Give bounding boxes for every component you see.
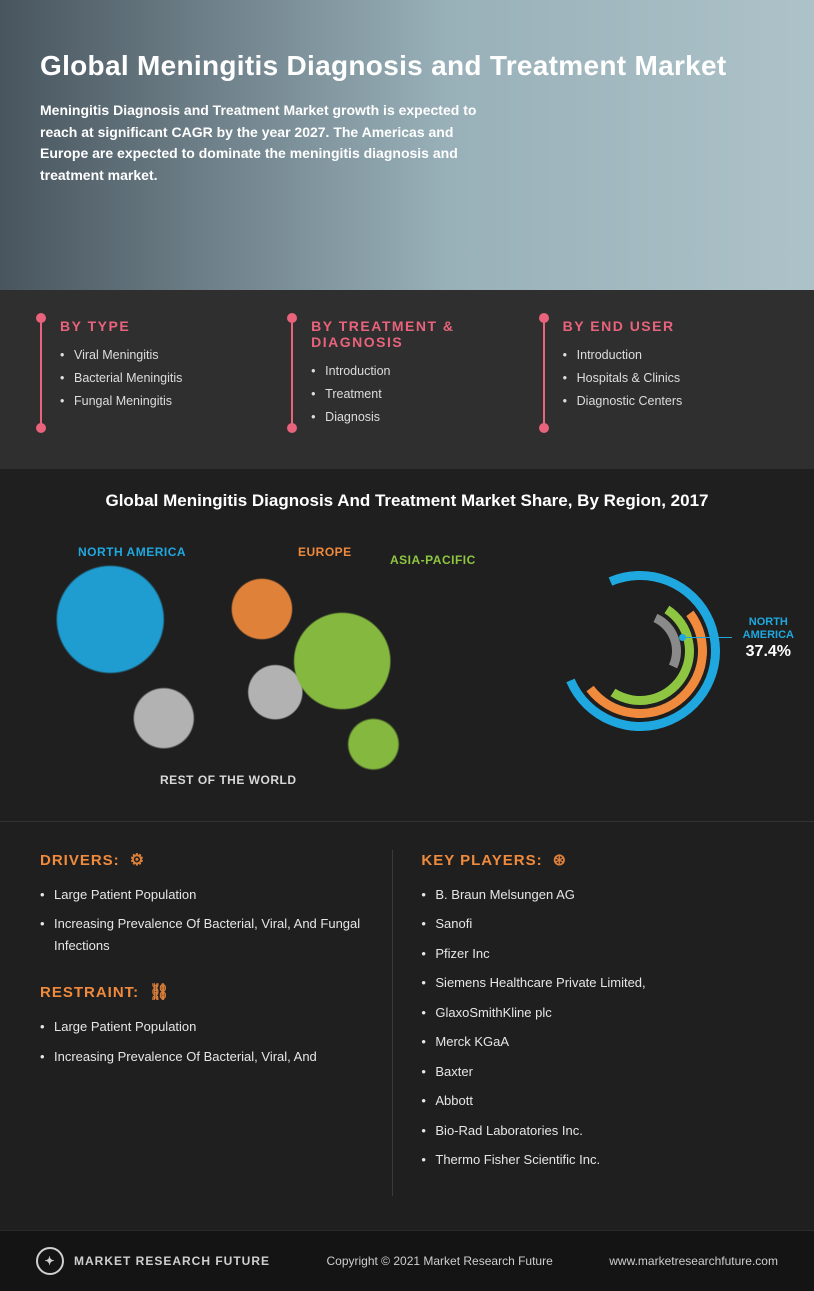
category-list: Viral Meningitis Bacterial Meningitis Fu… [60,348,182,408]
hero-section: Global Meningitis Diagnosis and Treatmen… [0,0,814,290]
donut-callout: NORTHAMERICA 37.4% [743,616,794,661]
players-icon: ⊛ [553,850,567,870]
details-section: DRIVERS: ⚙ Large Patient Population Incr… [0,821,814,1230]
footer-brand: ✦ MARKET RESEARCH FUTURE [36,1247,270,1275]
list-item: Introduction [311,364,532,378]
list-item: Sanofi [421,913,774,934]
list-item: Bacterial Meningitis [60,371,182,385]
drivers-label: DRIVERS: [40,852,120,869]
donut-chart: NORTHAMERICA 37.4% [496,561,784,761]
list-item: Introduction [563,348,683,362]
list-item: Diagnostic Centers [563,394,683,408]
keyplayers-list: B. Braun Melsungen AG Sanofi Pfizer Inc … [421,884,774,1170]
list-item: GlaxoSmithKline plc [421,1002,774,1023]
footer: ✦ MARKET RESEARCH FUTURE Copyright © 202… [0,1230,814,1291]
list-item: Hospitals & Clinics [563,371,683,385]
restraint-heading: RESTRAINT: ⛓ [40,982,364,1002]
donut-region-name: NORTHAMERICA [743,616,794,641]
category-heading: BY TYPE [60,318,182,334]
region-label-ap: ASIA-PACIFIC [390,553,476,567]
categories-section: BY TYPE Viral Meningitis Bacterial Menin… [0,290,814,469]
list-item: Abbott [421,1090,774,1111]
region-label-rw: REST OF THE WORLD [160,773,297,787]
category-column-enduser: BY END USER Introduction Hospitals & Cli… [533,318,784,433]
map-section: Global Meningitis Diagnosis And Treatmen… [0,469,814,821]
world-map-icon [30,531,476,791]
world-map: NORTH AMERICA EUROPE ASIA-PACIFIC REST O… [30,531,476,791]
map-title: Global Meningitis Diagnosis And Treatmen… [30,491,784,511]
category-heading: BY END USER [563,318,683,334]
list-item: Siemens Healthcare Private Limited, [421,972,774,993]
category-list: Introduction Hospitals & Clinics Diagnos… [563,348,683,408]
list-item: B. Braun Melsungen AG [421,884,774,905]
brand-logo-icon: ✦ [36,1247,64,1275]
list-item: Diagnosis [311,410,532,424]
divider-line-icon [291,318,293,428]
callout-line-icon [684,637,732,638]
list-item: Fungal Meningitis [60,394,182,408]
list-item: Increasing Prevalence Of Bacterial, Vira… [40,913,364,956]
list-item: Merck KGaA [421,1031,774,1052]
page-title: Global Meningitis Diagnosis and Treatmen… [40,50,774,82]
drivers-heading: DRIVERS: ⚙ [40,850,364,870]
list-item: Thermo Fisher Scientific Inc. [421,1149,774,1170]
category-heading: BY TREATMENT & DIAGNOSIS [311,318,532,350]
category-column-type: BY TYPE Viral Meningitis Bacterial Menin… [30,318,281,433]
list-item: Large Patient Population [40,1016,364,1037]
restraint-label: RESTRAINT: [40,984,139,1001]
footer-brand-text: MARKET RESEARCH FUTURE [74,1254,270,1268]
page-subtitle: Meningitis Diagnosis and Treatment Marke… [40,100,480,187]
list-item: Increasing Prevalence Of Bacterial, Vira… [40,1046,364,1067]
category-column-treatment: BY TREATMENT & DIAGNOSIS Introduction Tr… [281,318,532,433]
footer-copyright: Copyright © 2021 Market Research Future [326,1254,552,1268]
list-item: Viral Meningitis [60,348,182,362]
category-list: Introduction Treatment Diagnosis [311,364,532,424]
list-item: Baxter [421,1061,774,1082]
drivers-list: Large Patient Population Increasing Prev… [40,884,364,956]
footer-url: www.marketresearchfuture.com [609,1254,778,1268]
donut-region-value: 37.4% [743,643,794,661]
gear-icon: ⚙ [130,850,145,870]
keyplayers-heading: KEY PLAYERS: ⊛ [421,850,774,870]
list-item: Large Patient Population [40,884,364,905]
list-item: Treatment [311,387,532,401]
divider-line-icon [40,318,42,428]
list-item: Bio-Rad Laboratories Inc. [421,1120,774,1141]
restraint-list: Large Patient Population Increasing Prev… [40,1016,364,1067]
region-label-na: NORTH AMERICA [78,545,186,559]
keyplayers-label: KEY PLAYERS: [421,852,542,869]
divider-line-icon [543,318,545,428]
chain-icon: ⛓ [149,982,170,1002]
region-label-eu: EUROPE [298,545,352,559]
list-item: Pfizer Inc [421,943,774,964]
